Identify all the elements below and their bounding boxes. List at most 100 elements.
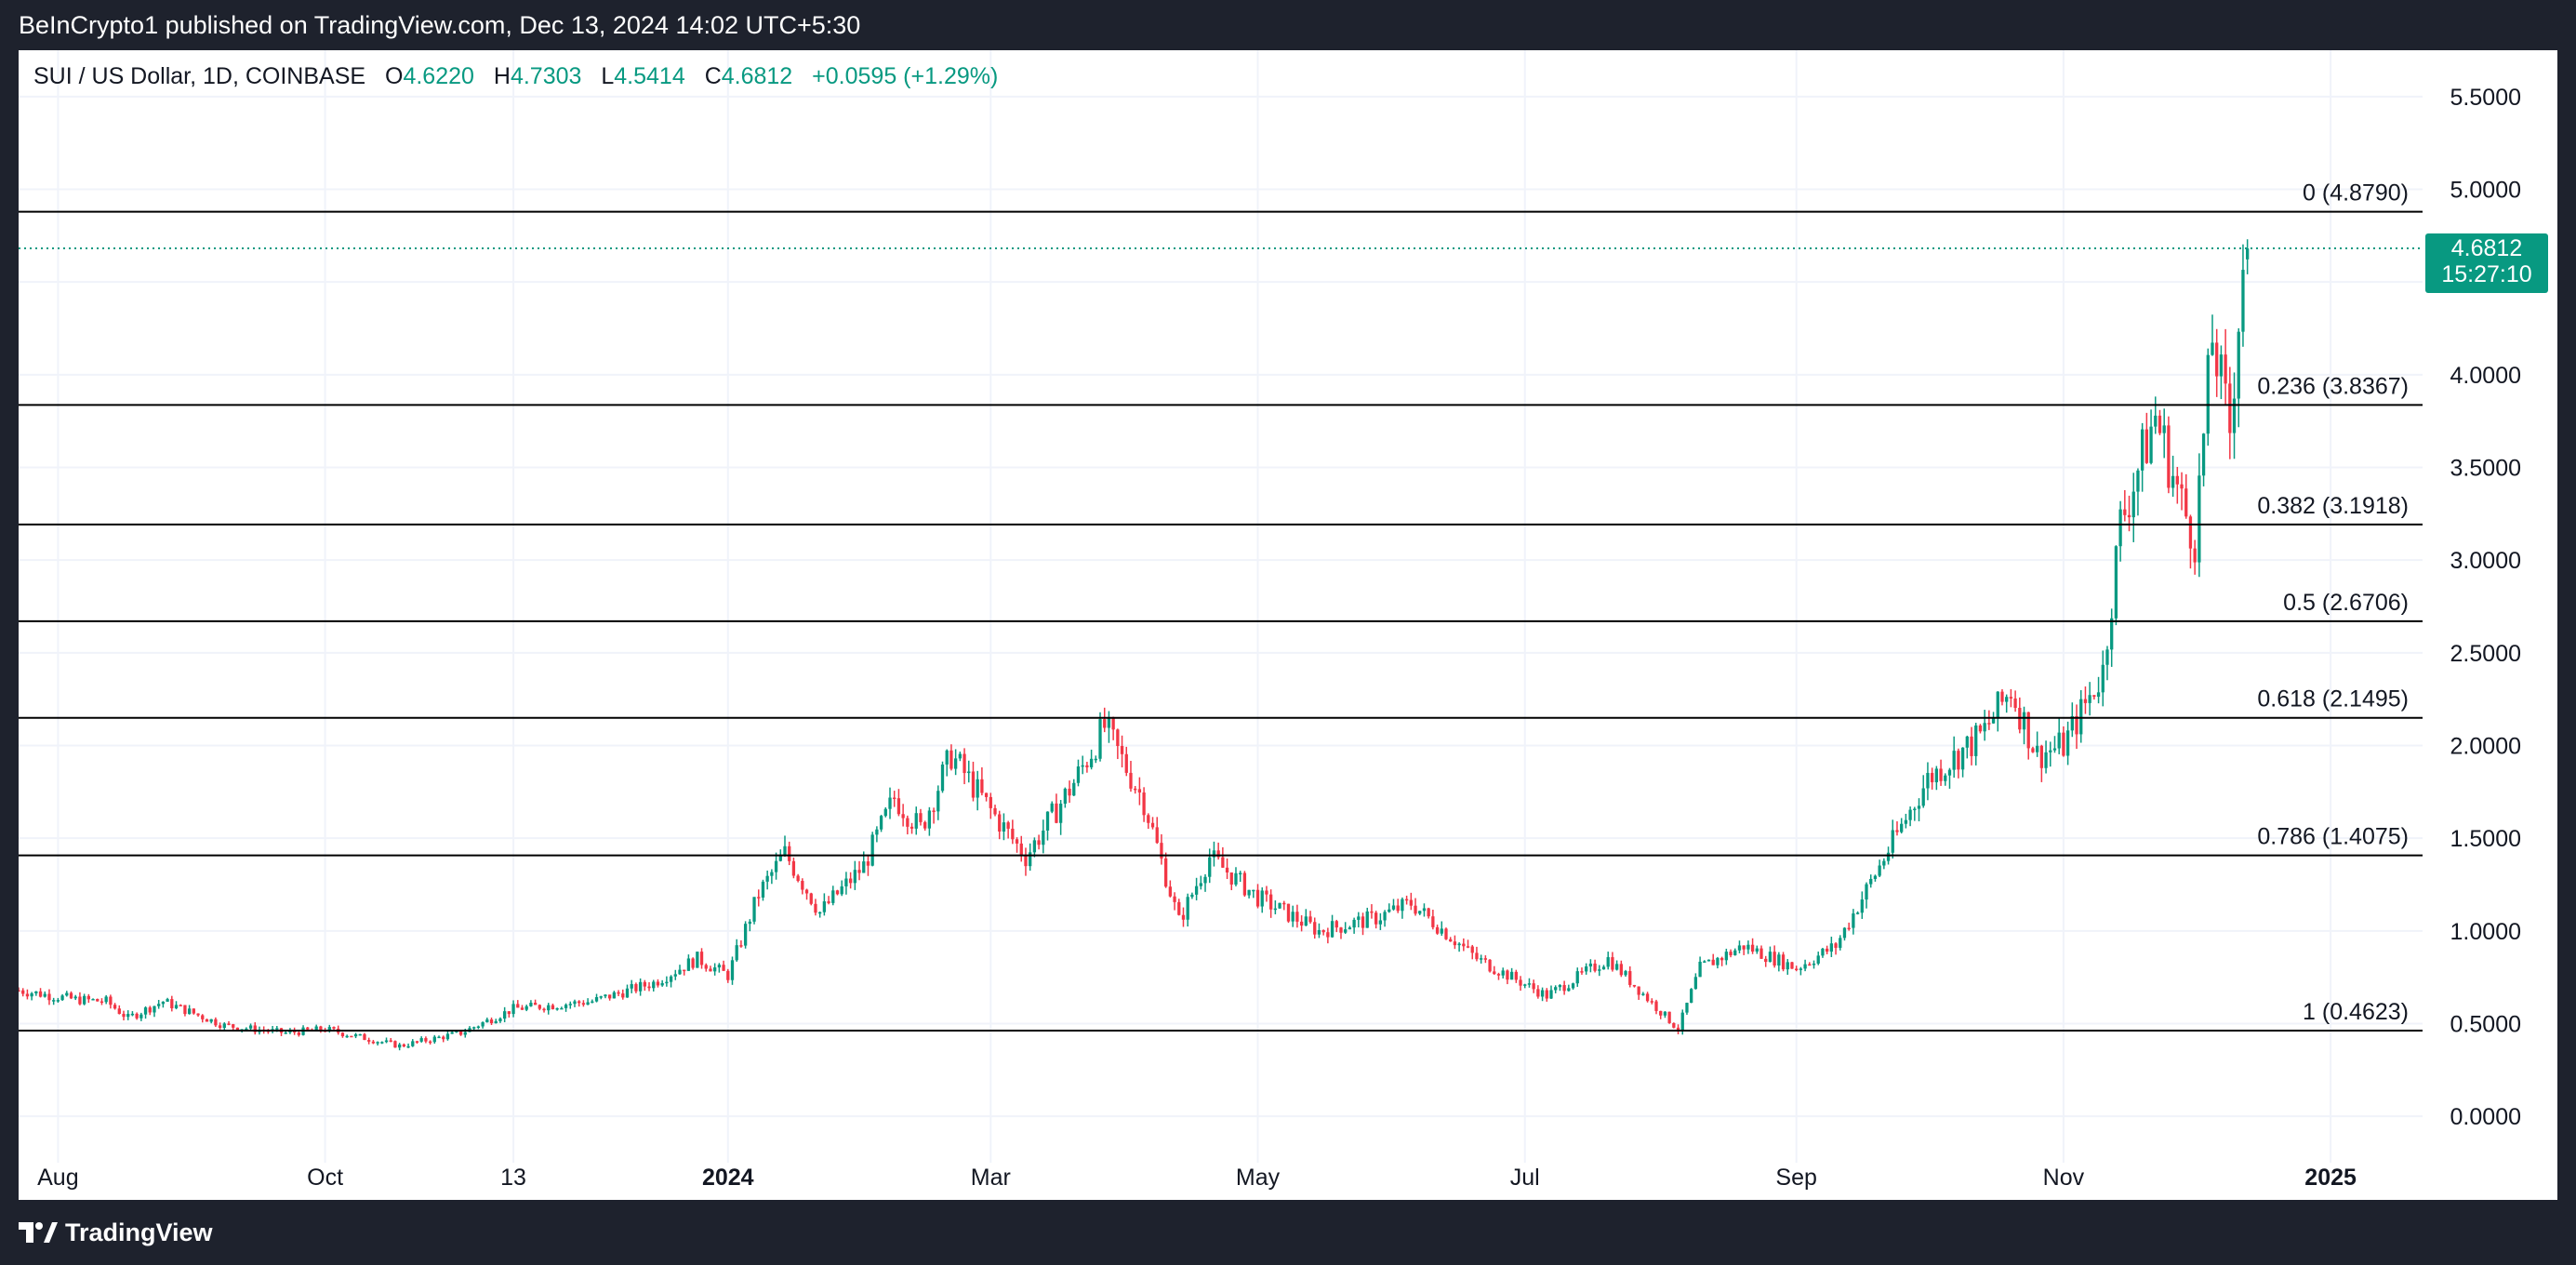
candle-body	[1978, 725, 1983, 732]
fib-level-label: 0.5 (2.6706)	[2283, 590, 2409, 616]
candle-body	[1242, 872, 1247, 896]
candle-body	[1532, 983, 1535, 990]
candle-body	[1352, 919, 1356, 928]
candle-body	[1886, 852, 1891, 861]
candle-body	[367, 1040, 371, 1042]
candle-body	[297, 1032, 300, 1035]
publish-info: BeInCrypto1 published on TradingView.com…	[0, 0, 2576, 50]
candle-body	[1690, 989, 1693, 1004]
candle-body	[153, 1005, 156, 1013]
candle-body	[503, 1011, 507, 1019]
candle-body	[117, 1008, 121, 1015]
candle-body	[1865, 884, 1868, 900]
candle-body	[34, 991, 38, 993]
candle-body	[1076, 766, 1081, 783]
candle-body	[853, 870, 856, 884]
candle-body	[1983, 723, 1986, 732]
candle-body	[542, 1008, 546, 1011]
candle-body	[1847, 927, 1851, 930]
candle-body	[1457, 943, 1461, 946]
candle-body	[709, 968, 712, 972]
candle-body	[235, 1027, 240, 1031]
candle-body	[43, 993, 46, 997]
candle-body	[993, 807, 997, 815]
candle-body	[1124, 753, 1128, 773]
tradingview-logo[interactable]: TradingView	[19, 1200, 213, 1265]
candle-body	[591, 1001, 594, 1004]
candle-body	[2232, 398, 2237, 433]
candle-body	[2101, 664, 2105, 693]
candle-body	[319, 1026, 323, 1031]
candle-body	[209, 1019, 213, 1022]
candle-body	[989, 796, 992, 808]
candle-body	[218, 1025, 222, 1029]
candle-body	[896, 798, 901, 815]
price-axis-tick: 2.0000	[2450, 734, 2521, 760]
candle-body	[1308, 916, 1312, 923]
publish-info-text: BeInCrypto1 published on TradingView.com…	[19, 11, 861, 39]
candle-body	[748, 921, 751, 925]
candle-body	[1449, 939, 1453, 942]
candle-body	[656, 981, 660, 986]
candle-body	[1252, 889, 1255, 892]
candle-body	[78, 996, 82, 1005]
candle-body	[113, 1005, 117, 1009]
candle-body	[2211, 342, 2214, 355]
candle-body	[2052, 748, 2057, 751]
candle-body	[617, 992, 620, 994]
candle-body	[888, 797, 892, 809]
candle-body	[1917, 806, 1921, 809]
candle-body	[1475, 952, 1479, 960]
candle-body	[660, 982, 664, 986]
candle-body	[411, 1041, 415, 1046]
candle-body	[1313, 922, 1317, 935]
candle-body	[47, 993, 51, 1001]
candle-body	[630, 984, 633, 989]
candle-body	[998, 814, 1002, 832]
candle-body	[796, 875, 800, 882]
candle-body	[691, 958, 695, 968]
candle-body	[652, 981, 656, 989]
candle-body	[757, 897, 761, 899]
candle-body	[722, 965, 725, 971]
candle-body	[1921, 788, 1925, 806]
candle-body	[2035, 745, 2039, 752]
chart-panel[interactable]: 0.0000 0.5000 1.0000 1.5000 2.0000 2.5000 3.00…	[19, 50, 2557, 1200]
candle-body	[1891, 830, 1894, 853]
candle-body	[1063, 788, 1067, 805]
candle-body	[1370, 911, 1374, 913]
candle-body	[60, 995, 64, 1001]
candle-body	[1002, 822, 1006, 832]
low-label: L	[601, 63, 615, 89]
candle-body	[1239, 872, 1242, 875]
candle-body	[936, 791, 940, 812]
candle-body	[1440, 928, 1443, 934]
candle-body	[678, 969, 682, 975]
candle-body	[1466, 946, 1470, 948]
candle-body	[696, 952, 699, 968]
candle-body	[945, 750, 949, 765]
candle-body	[1855, 912, 1860, 914]
candle-body	[1693, 977, 1698, 990]
candle-body	[1365, 911, 1369, 928]
candle-body	[1168, 886, 1172, 897]
candle-body	[761, 881, 765, 898]
price-chart[interactable]: 0.0000 0.5000 1.0000 1.5000 2.0000 2.5000 3.00…	[19, 50, 2557, 1200]
candle-body	[967, 771, 971, 774]
candle-body	[1790, 962, 1794, 969]
candle-body	[1606, 957, 1610, 967]
candle-body	[38, 991, 43, 997]
candle-body	[831, 890, 835, 903]
candle-body	[1269, 894, 1273, 910]
price-axis-tick: 0.0000	[2450, 1104, 2521, 1130]
candle-body	[91, 999, 95, 1001]
candle-body	[1282, 902, 1286, 905]
candle-body	[647, 986, 651, 989]
candle-body	[1225, 867, 1229, 873]
price-axis-tick: 5.0000	[2450, 178, 2521, 204]
candle-body	[2070, 715, 2074, 731]
candle-body	[1163, 858, 1168, 887]
candle-body	[958, 753, 962, 759]
candle-body	[524, 1005, 528, 1010]
candle-body	[1571, 983, 1575, 989]
